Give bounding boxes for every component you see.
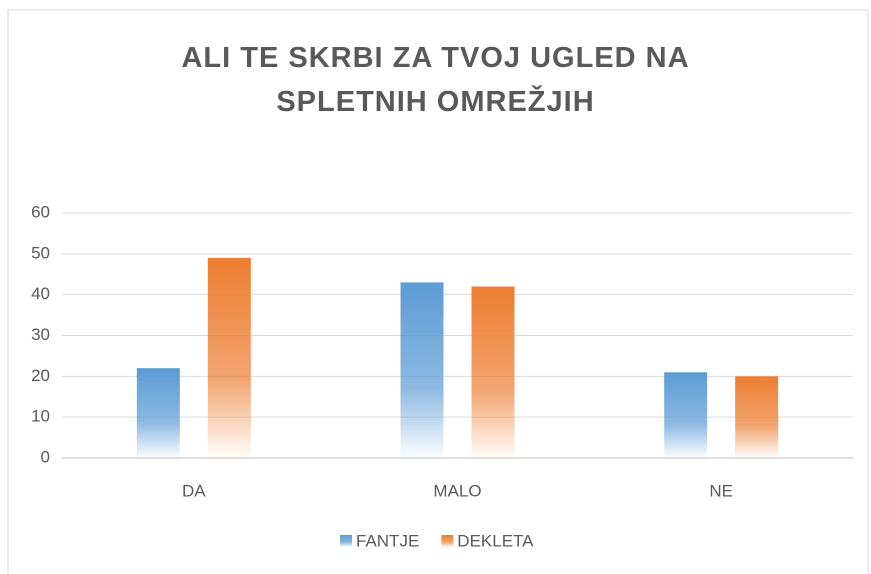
chart-border (7, 9, 869, 574)
legend-swatch (340, 535, 352, 547)
y-tick-label: 30 (31, 325, 50, 344)
y-tick-label: 0 (41, 447, 50, 466)
bar (664, 372, 708, 458)
legend-label: DEKLETA (457, 531, 534, 550)
y-tick-label: 50 (31, 243, 50, 262)
y-tick-label: 10 (31, 407, 50, 426)
chart-title: ALI TE SKRBI ZA TVOJ UGLED NA SPLETNIH O… (181, 42, 690, 118)
y-tick-label: 60 (31, 202, 50, 221)
legend-label: FANTJE (356, 531, 419, 550)
x-tick-label: MALO (433, 481, 481, 500)
y-tick-label: 20 (31, 366, 50, 385)
y-tick-label: 40 (31, 284, 50, 303)
bar (207, 257, 251, 458)
x-tick-label: NE (709, 481, 733, 500)
legend-swatch (441, 535, 454, 547)
bar (735, 376, 779, 458)
bar (136, 368, 180, 458)
x-tick-label: DA (182, 481, 206, 500)
bar (400, 282, 444, 458)
bar (471, 286, 515, 458)
